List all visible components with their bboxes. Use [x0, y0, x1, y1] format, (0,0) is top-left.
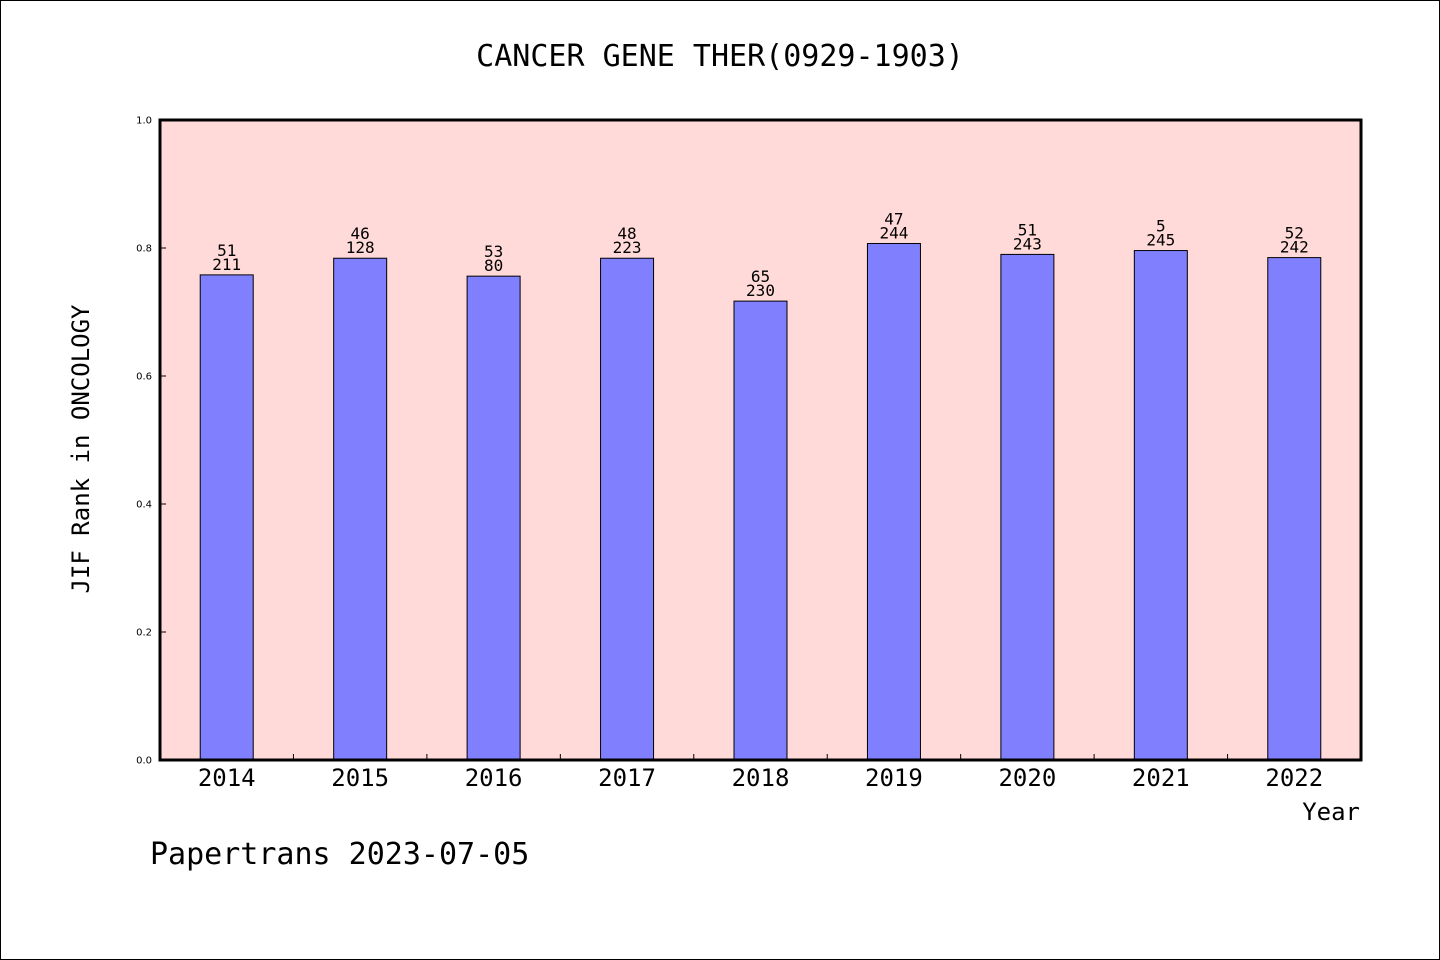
- x-tick-label: 2021: [1132, 764, 1190, 792]
- bar-2014: [199, 274, 254, 761]
- x-axis-label: Year: [1302, 798, 1360, 826]
- bar-label-bottom: 80: [484, 256, 503, 275]
- x-tick-label: 2018: [732, 764, 790, 792]
- x-tick-label: 2017: [598, 764, 656, 792]
- bar-2021: [1133, 250, 1188, 761]
- x-axis: 2014 2015 2016 2017 2018 2019 2020 2021 2022: [198, 754, 1323, 792]
- y-tick-label: 0.8: [136, 244, 152, 255]
- bar-label-bottom: 244: [879, 224, 908, 243]
- bars: [199, 243, 1322, 761]
- bar-2015: [333, 257, 388, 761]
- bar-2020: [1000, 253, 1055, 761]
- bar-label-top: 46: [351, 224, 370, 243]
- bar-label-top: 52: [1285, 224, 1304, 243]
- x-tick-label: 2022: [1265, 764, 1323, 792]
- bar-label-top: 51: [217, 241, 236, 260]
- plot-border: [158, 118, 1363, 762]
- y-tick-label: 1.0: [136, 116, 152, 127]
- x-tick-label: 2015: [331, 764, 389, 792]
- bar-2022: [1267, 257, 1322, 761]
- bar-label-top: 65: [751, 267, 770, 286]
- bar-label-bottom: 128: [346, 238, 375, 257]
- bar-label-top: 53: [484, 242, 503, 261]
- bar-label-bottom: 223: [613, 238, 642, 257]
- y-tick-label: 0.2: [136, 628, 152, 639]
- y-tick-label: 0.0: [136, 756, 152, 767]
- y-tick-label: 0.4: [136, 500, 152, 511]
- x-tick-label: 2014: [198, 764, 256, 792]
- y-axis-label: JIF Rank in ONCOLOGY: [67, 304, 95, 594]
- bar-label-top: 48: [617, 224, 636, 243]
- bar-label-bottom: 211: [212, 255, 241, 274]
- bar-label-bottom: 245: [1146, 231, 1175, 250]
- chart-title: CANCER GENE THER(0929-1903): [476, 39, 964, 74]
- bar-2016: [466, 275, 521, 761]
- bar-label-bottom: 242: [1280, 238, 1309, 257]
- bar-2019: [866, 243, 921, 761]
- bar-2017: [600, 257, 655, 761]
- bar-label-top: 47: [884, 210, 903, 229]
- y-tick-label: 0.6: [136, 372, 152, 383]
- bar-label-top: 51: [1018, 220, 1037, 239]
- x-tick-label: 2020: [998, 764, 1056, 792]
- bar-label-bottom: 243: [1013, 234, 1042, 253]
- bar-label-bottom: 230: [746, 281, 775, 300]
- x-tick-label: 2019: [865, 764, 923, 792]
- bar-2018: [733, 300, 788, 761]
- footer-text: Papertrans 2023-07-05: [150, 837, 529, 872]
- bar-label-top: 5: [1156, 217, 1166, 236]
- x-tick-label: 2016: [465, 764, 523, 792]
